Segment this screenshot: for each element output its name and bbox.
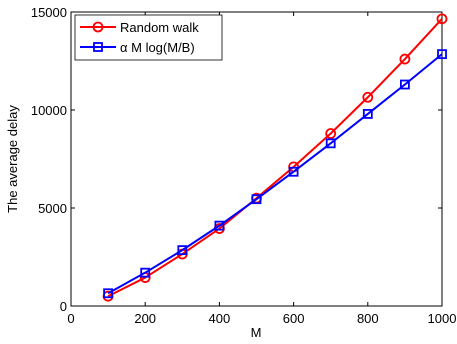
y-tick-label: 15000 [31,5,67,20]
legend: Random walk α M log(M/B) [74,14,223,61]
data-point [103,288,113,299]
legend-marker-random-walk [92,21,104,33]
data-point [177,245,188,256]
y-axis-label: The average delay [5,105,20,213]
data-point [399,53,411,65]
data-point [437,49,447,60]
plot-area [70,11,443,307]
data-point [362,109,373,119]
data-point [288,166,299,177]
x-axis-label: M [251,325,262,340]
y-tick-label: 10000 [31,103,67,118]
data-point [325,128,337,139]
data-point [436,13,448,25]
legend-label-alpha-m-log: α M log(M/B) [120,40,195,55]
legend-marker-alpha-m-log [93,42,103,52]
x-tick-label: 600 [283,311,305,326]
data-point [251,194,262,205]
x-tick-label: 1000 [428,311,457,326]
series-1 [103,49,447,299]
y-tick-label: 5000 [38,201,67,216]
x-tick-label: 400 [209,311,231,326]
data-point [399,79,410,90]
data-point [214,220,225,231]
x-tick-label: 800 [357,311,379,326]
series-line [107,18,443,298]
data-point [362,91,374,103]
y-tick-label: 0 [60,299,67,314]
data-point [325,138,336,149]
x-tick-label: 200 [134,311,156,326]
series-layer [102,13,448,302]
data-point [140,267,151,278]
series-line [107,53,443,295]
x-tick-label: 0 [67,311,74,326]
legend-label-random-walk: Random walk [120,20,199,35]
